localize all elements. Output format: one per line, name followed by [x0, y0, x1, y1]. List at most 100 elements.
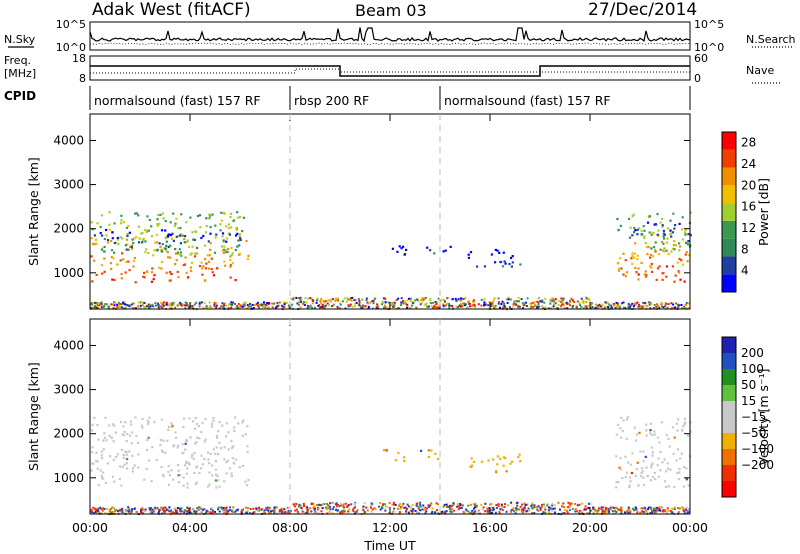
scatter-cell: [96, 509, 99, 512]
region-cell: [100, 248, 103, 251]
region-cell: [131, 431, 134, 434]
scatter-cell: [362, 304, 364, 307]
region-cell: [157, 213, 160, 217]
scatter-cell: [321, 502, 324, 505]
region-cell: [403, 456, 406, 459]
scatter-cell: [139, 304, 142, 307]
scatter-cell: [460, 303, 463, 305]
scatter-cell: [495, 506, 498, 509]
region-cell: [106, 462, 109, 465]
region-cell: [675, 422, 679, 425]
region-cell: [622, 252, 625, 255]
region-cell: [665, 249, 668, 252]
scatter-cell: [92, 306, 95, 309]
scatter-cell: [99, 506, 102, 509]
region-cell: [625, 437, 628, 440]
scatter-cell: [136, 306, 139, 308]
region-cell: [227, 232, 231, 235]
scatter-cell: [581, 510, 584, 512]
region-cell: [147, 251, 150, 255]
scatter-cell: [514, 300, 517, 302]
scatter-cell: [313, 505, 316, 508]
scatter-cell: [415, 504, 418, 507]
scatter-cell: [116, 303, 119, 306]
region-cell: [101, 477, 104, 480]
scatter-cell: [521, 302, 524, 305]
region-cell: [219, 447, 223, 450]
scatter-cell: [518, 305, 521, 308]
scatter-cell: [203, 302, 206, 305]
scatter-cell: [331, 305, 333, 308]
region-cell: [666, 241, 669, 244]
scatter-cell: [244, 511, 247, 514]
region-cell: [678, 242, 681, 245]
scatter-cell: [601, 305, 604, 308]
region-cell: [97, 438, 100, 441]
scatter-cell: [533, 301, 536, 304]
region-cell: [212, 274, 216, 277]
region-cell: [617, 423, 620, 426]
region-cell: [116, 263, 119, 266]
scatter-cell: [314, 507, 316, 510]
scatter-cell: [410, 300, 413, 303]
region-cell: [190, 456, 193, 459]
search-label: N.Search: [746, 33, 796, 46]
region-cell: [189, 266, 192, 269]
scatter-cell: [406, 305, 409, 308]
region-cell: [106, 238, 110, 242]
scatter-cell: [578, 509, 581, 512]
region-cell: [107, 241, 110, 244]
scatter-cell: [150, 507, 153, 510]
region-cell: [678, 467, 681, 471]
scatter-cell: [403, 507, 406, 509]
scatter-cell: [373, 507, 376, 510]
scatter-cell: [162, 509, 165, 512]
region-cell: [221, 424, 224, 427]
scatter-cell: [608, 303, 611, 306]
scatter-cell: [683, 512, 686, 515]
scatter-cell: [124, 303, 127, 306]
region-cell: [172, 239, 175, 242]
scatter-cell: [195, 301, 198, 304]
scatter-cell: [281, 510, 284, 513]
scatter-cell: [541, 505, 543, 508]
scatter-cell: [164, 509, 166, 512]
region-cell: [675, 459, 678, 462]
scatter-cell: [493, 297, 496, 300]
region-cell: [476, 265, 479, 268]
nave-label: Nave: [746, 64, 774, 77]
region-cell: [236, 232, 239, 235]
region-cell: [147, 419, 150, 423]
region-cell: [160, 229, 164, 232]
scatter-cell: [226, 509, 229, 512]
scatter-cell: [314, 511, 317, 514]
region-cell: [238, 252, 241, 255]
region-cell: [636, 228, 639, 231]
scatter-cell: [641, 306, 644, 309]
scatter-cell: [157, 302, 160, 305]
scatter-cell: [299, 504, 302, 507]
region-cell: [121, 252, 124, 255]
region-cell: [518, 453, 521, 456]
scatter-cell: [346, 297, 349, 300]
x-tick-label: 16:00: [472, 520, 508, 535]
region-cell: [183, 241, 186, 244]
scatter-cell: [128, 509, 131, 512]
scatter-cell: [522, 507, 525, 510]
scatter-cell: [400, 297, 403, 300]
scatter-cell: [305, 511, 308, 514]
scatter-cell: [404, 302, 407, 305]
region-cell: [672, 212, 675, 215]
region-cell: [203, 440, 206, 443]
region-cell: [188, 463, 191, 466]
scatter-cell: [294, 509, 297, 512]
region-cell: [511, 460, 514, 463]
region-cell: [198, 471, 201, 475]
region-cell: [156, 218, 159, 221]
scatter-cell: [506, 504, 509, 507]
scatter-cell: [503, 506, 506, 509]
search-noise-series: [89, 42, 691, 45]
region-cell: [131, 238, 134, 241]
region-cell: [686, 243, 689, 246]
scatter-cell: [381, 300, 384, 303]
